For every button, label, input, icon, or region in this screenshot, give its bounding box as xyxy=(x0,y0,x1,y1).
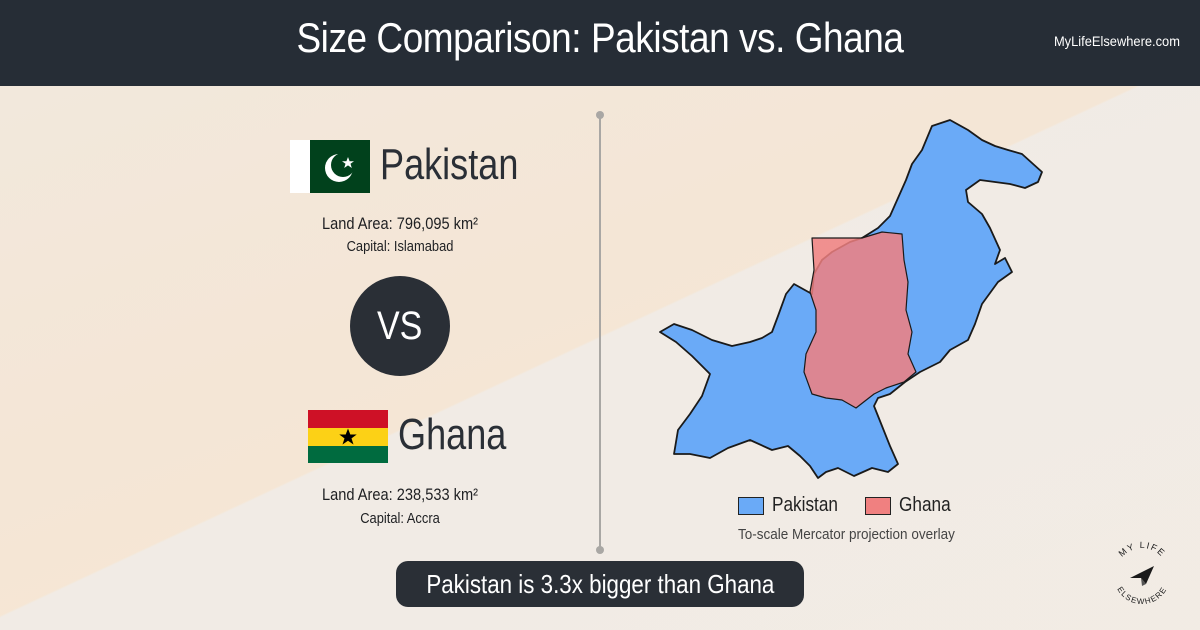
country1-land-area: Land Area: 796,095 km² xyxy=(321,214,479,233)
country2-capital: Capital: Accra xyxy=(360,510,440,527)
verdict-text: Pakistan is 3.3x bigger than Ghana xyxy=(425,569,775,599)
legend-label-pakistan: Pakistan xyxy=(772,494,838,516)
ghana-shape xyxy=(803,231,917,409)
ghana-flag-icon xyxy=(308,410,388,463)
legend-swatch-pakistan xyxy=(738,496,764,515)
divider-dot-bottom xyxy=(596,546,604,554)
pakistan-flag-icon xyxy=(290,140,370,193)
center-divider xyxy=(599,114,601,550)
comparison-verdict: Pakistan is 3.3x bigger than Ghana xyxy=(396,561,804,607)
paper-plane-icon xyxy=(1130,566,1154,586)
vs-label: VS xyxy=(377,304,423,348)
country1-name: Pakistan xyxy=(380,140,519,189)
vs-badge: VS xyxy=(350,276,450,376)
country2-land-area: Land Area: 238,533 km² xyxy=(321,485,479,504)
country1-capital: Capital: Islamabad xyxy=(346,238,454,255)
svg-text:MY LIFE: MY LIFE xyxy=(1117,540,1168,559)
logo-text-bottom: ELSEWHERE xyxy=(1115,585,1167,606)
svg-text:ELSEWHERE: ELSEWHERE xyxy=(1115,585,1168,606)
legend-note: To-scale Mercator projection overlay xyxy=(738,526,955,543)
legend-label-ghana: Ghana xyxy=(898,494,951,516)
legend-swatch-ghana xyxy=(864,496,891,515)
logo-text-top: MY LIFE xyxy=(1117,540,1166,559)
header-bar: Size Comparison: Pakistan vs. Ghana MyLi… xyxy=(0,0,1200,86)
mylifeelsewhere-logo: MY LIFE ELSEWHERE xyxy=(1115,540,1168,606)
country2-name: Ghana xyxy=(398,410,507,459)
page-title: Size Comparison: Pakistan vs. Ghana xyxy=(296,14,904,61)
country-overlay-map xyxy=(659,119,1043,479)
map-legend: Pakistan Ghana xyxy=(738,494,975,517)
divider-dot-top xyxy=(596,111,604,119)
site-link[interactable]: MyLifeElsewhere.com xyxy=(1054,33,1180,49)
